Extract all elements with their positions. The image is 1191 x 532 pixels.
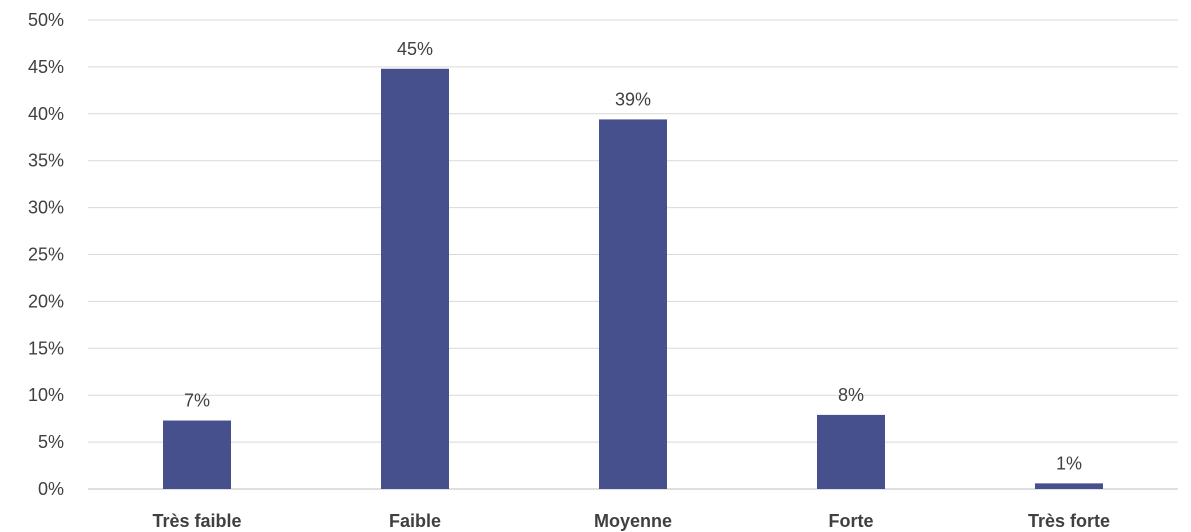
bar — [1035, 483, 1103, 489]
y-tick-label: 25% — [28, 245, 64, 265]
category-label: Moyenne — [594, 511, 672, 531]
category-label: Forte — [829, 511, 874, 531]
y-tick-label: 0% — [38, 479, 64, 499]
bars — [163, 68, 1103, 489]
y-tick-label: 35% — [28, 151, 64, 171]
y-tick-label: 20% — [28, 291, 64, 311]
y-tick-label: 40% — [28, 104, 64, 124]
y-tick-label: 30% — [28, 198, 64, 218]
category-label: Très faible — [152, 511, 241, 531]
data-label: 8% — [838, 385, 864, 405]
y-tick-label: 5% — [38, 432, 64, 452]
data-labels: 7% 45% 39% 8% 1% — [184, 39, 1082, 474]
data-label: 1% — [1056, 453, 1082, 473]
bar — [381, 68, 449, 489]
y-tick-label: 50% — [28, 10, 64, 30]
y-tick-label: 45% — [28, 57, 64, 77]
category-label: Très forte — [1028, 511, 1110, 531]
category-label: Faible — [389, 511, 441, 531]
y-tick-label: 10% — [28, 385, 64, 405]
y-tick-label: 15% — [28, 338, 64, 358]
x-axis-category-labels: Très faible Faible Moyenne Forte Très forte — [152, 511, 1110, 531]
data-label: 39% — [615, 89, 651, 109]
bar — [817, 414, 885, 489]
data-label: 7% — [184, 391, 210, 411]
data-label: 45% — [397, 39, 433, 59]
bar — [163, 420, 231, 489]
y-axis-tick-labels: 0% 5% 10% 15% 20% 25% 30% 35% 40% 45% 50% — [28, 10, 64, 499]
bar — [599, 119, 667, 489]
